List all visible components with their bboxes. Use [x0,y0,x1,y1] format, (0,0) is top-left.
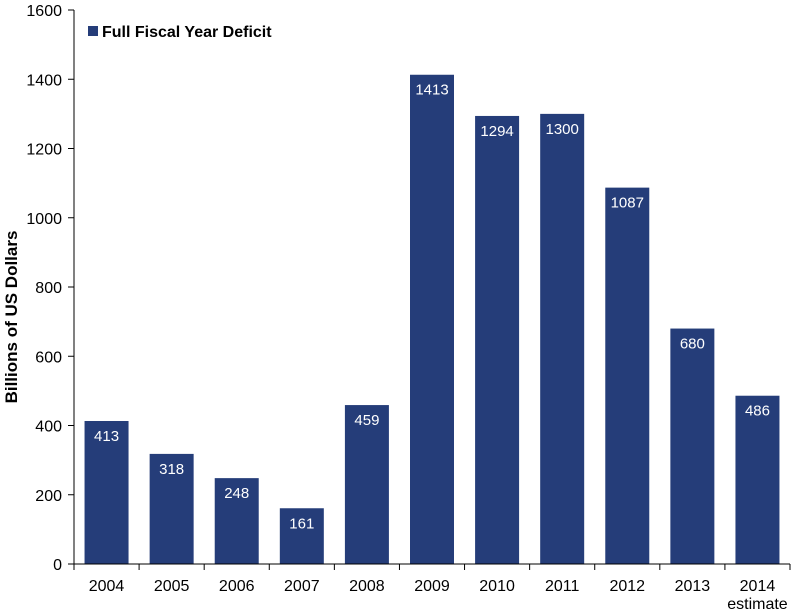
bar [540,113,585,564]
x-tick-label: 2013 [675,578,711,595]
x-tick-sublabel: estimate [727,596,788,612]
legend: Full Fiscal Year Deficit [88,24,272,41]
bar-data-label: 161 [289,515,314,532]
x-tick-label: 2008 [349,578,385,595]
y-tick-label: 400 [35,419,62,436]
bar [605,187,650,564]
bar-data-label: 459 [354,412,379,429]
bar-data-label: 680 [680,336,705,353]
y-tick-label: 1200 [26,142,62,159]
y-tick-label: 800 [35,280,62,297]
x-tick-label: 2006 [219,578,255,595]
y-tick-label: 1000 [26,211,62,228]
bar [344,405,389,564]
y-tick-label: 0 [53,557,62,574]
x-axis-ticks: 2004 2005 2006 2007 2008 2009 2010 2011 2012 2013… [73,564,791,612]
data-labels-layer: 413 318 248 161 459 1413 1294 1300 1087 680 486 [94,82,770,533]
bar [735,395,780,564]
bar [475,115,520,564]
bar-data-label: 486 [745,403,770,420]
legend-swatch [88,26,98,36]
y-tick-label: 1400 [26,72,62,89]
bar-data-label: 248 [224,485,249,502]
bar-data-label: 413 [94,428,119,445]
bar-data-label: 1294 [480,123,513,140]
bar-data-label: 1087 [611,195,644,212]
y-tick-label: 600 [35,349,62,366]
bars-layer [84,74,780,564]
y-axis-label: Billions of US Dollars [2,231,21,404]
bar [214,478,259,564]
bar [149,453,194,564]
y-tick-label: 1600 [26,3,62,20]
bar [84,420,129,564]
x-tick-label: 2010 [479,578,515,595]
x-tick-label: 2009 [414,578,450,595]
bar [670,328,715,564]
x-tick-label: 2005 [154,578,190,595]
bar-data-label: 1413 [415,82,448,99]
x-tick-label: 2014 [740,578,776,595]
y-tick-label: 200 [35,488,62,505]
bar-data-label: 318 [159,461,184,478]
y-axis-ticks: 0 200 400 600 800 1000 1200 1400 1600 [26,3,74,574]
legend-label: Full Fiscal Year Deficit [102,24,272,41]
bar [410,74,454,564]
bar-data-label: 1300 [545,121,578,138]
x-tick-label: 2007 [284,578,320,595]
x-tick-label: 2012 [609,578,645,595]
x-tick-label: 2004 [89,578,125,595]
x-tick-label: 2011 [545,578,580,595]
bar [279,508,324,564]
